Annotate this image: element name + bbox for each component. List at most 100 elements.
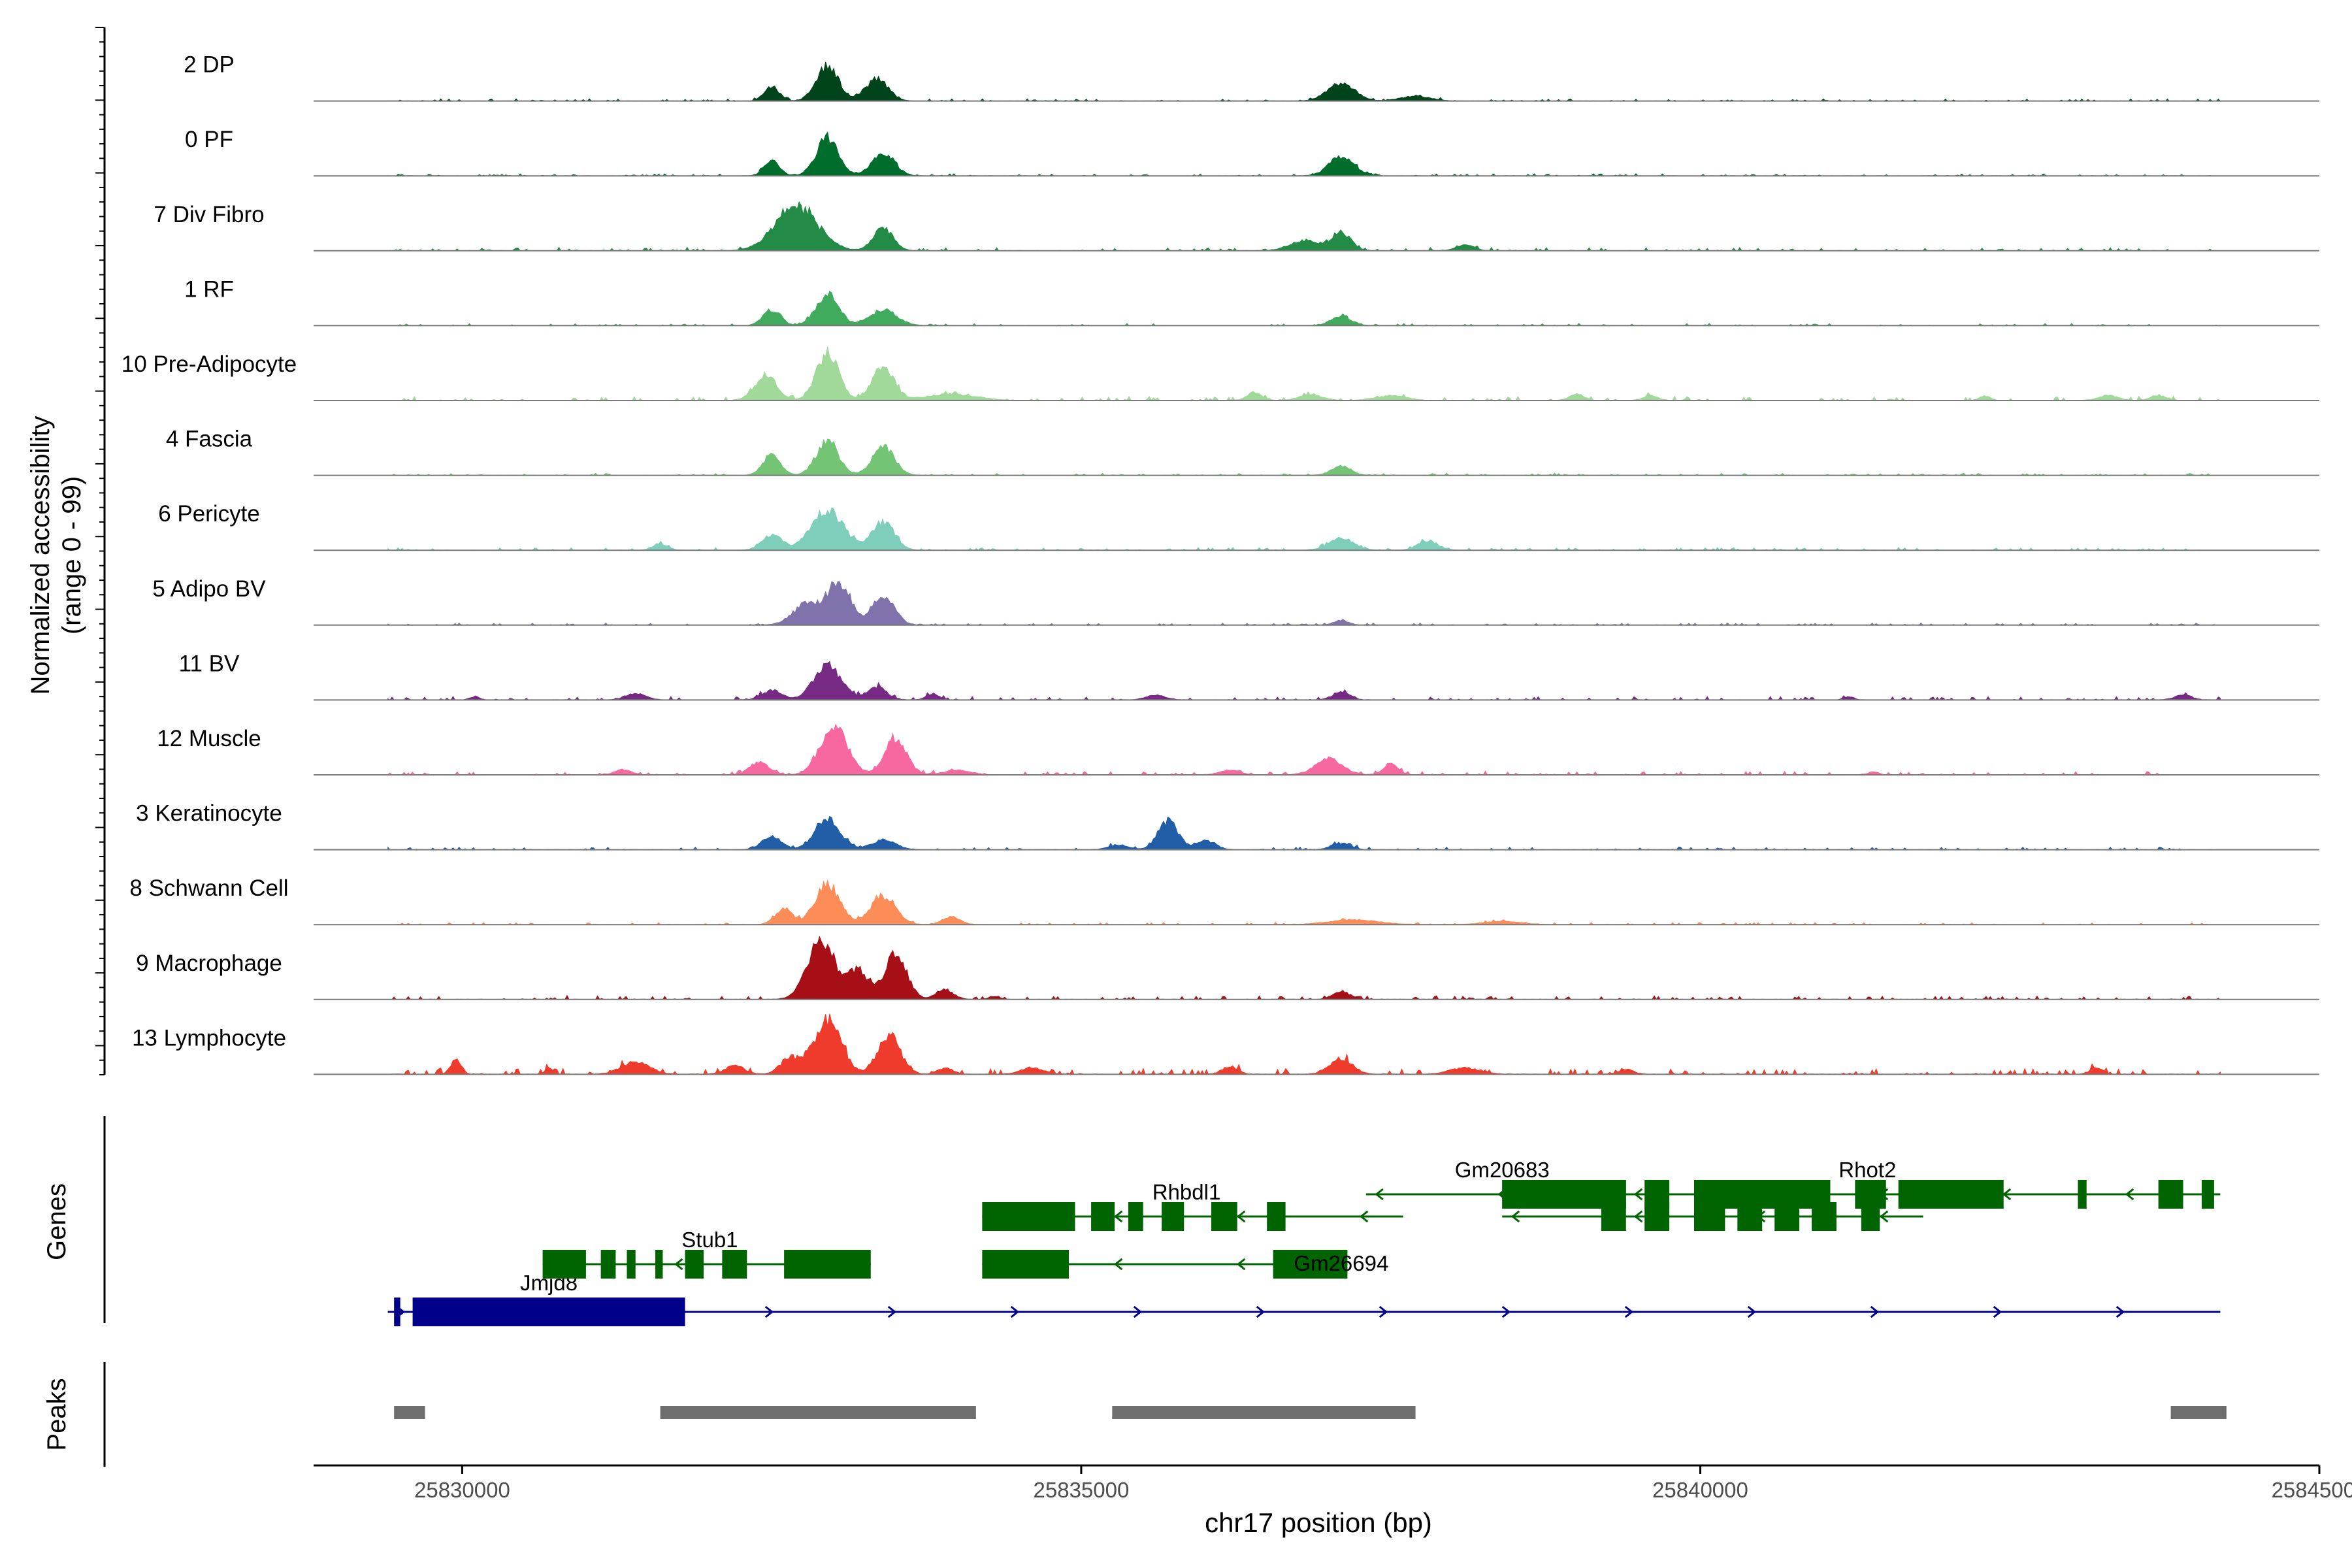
gene-isoform-6	[1502, 1202, 1923, 1231]
peak-bar	[1112, 1406, 1416, 1419]
strand-arrow	[1993, 1305, 2002, 1318]
strand-arrow	[1379, 1305, 1388, 1318]
track-label: 12 Muscle	[157, 726, 261, 751]
strand-arrow	[1624, 1305, 1634, 1318]
track-9: 12 Muscle	[157, 723, 2319, 776]
track-6: 6 Pericyte	[158, 501, 2319, 551]
gene-exon	[542, 1250, 586, 1279]
gene-exon	[1644, 1202, 1670, 1231]
gene-jmjd8: Jmjd8	[387, 1271, 2221, 1326]
track-7: 5 Adipo BV	[152, 576, 2319, 626]
track-label: 8 Schwann Cell	[129, 875, 288, 901]
peak-bar	[394, 1406, 425, 1419]
strand-arrow	[2115, 1305, 2125, 1318]
strand-arrow	[1633, 1188, 1643, 1201]
gene-exon	[685, 1250, 704, 1279]
gene-rhbdl1: Rhbdl1	[982, 1180, 1403, 1231]
genes-panel-label: Genes	[42, 1183, 71, 1260]
strand-arrow	[1870, 1305, 1880, 1318]
x-tick-label: 25840000	[1652, 1478, 1748, 1502]
track-11: 8 Schwann Cell	[129, 875, 2319, 926]
gene-exon	[722, 1250, 747, 1279]
track-12: 9 Macrophage	[136, 936, 2319, 1000]
strand-arrow	[764, 1305, 774, 1318]
strand-arrow	[1236, 1258, 1246, 1271]
track-area	[387, 661, 2221, 701]
track-area	[387, 879, 2221, 925]
strand-arrow	[1747, 1305, 1757, 1318]
gene-rhot2: Rhot2	[1502, 1158, 2221, 1209]
strand-arrow	[1879, 1210, 1889, 1223]
track-label: 6 Pericyte	[158, 501, 260, 527]
peak-bar	[2170, 1406, 2227, 1419]
gene-exon	[655, 1250, 663, 1279]
x-tick-label: 25845000	[2272, 1478, 2352, 1502]
gene-exon	[2158, 1180, 2183, 1209]
strand-arrow	[1236, 1210, 1246, 1223]
track-area	[387, 815, 2221, 851]
track-label: 13 Lymphocyte	[132, 1025, 286, 1051]
gene-exon	[627, 1250, 636, 1279]
track-label: 3 Keratinocyte	[136, 801, 282, 826]
track-label: 7 Div Fibro	[154, 202, 264, 227]
track-label: 5 Adipo BV	[152, 576, 266, 602]
gene-exon	[2201, 1180, 2214, 1209]
track-area	[387, 291, 2221, 326]
gene-exon	[1812, 1202, 1837, 1231]
track-4: 10 Pre-Adipocyte	[122, 346, 2319, 401]
x-axis: 25830000 25835000 25840000 25845000	[314, 1464, 2352, 1502]
gene-exon	[784, 1250, 871, 1279]
gene-exon	[1211, 1202, 1237, 1231]
track-area	[387, 201, 2221, 252]
track-0: 2 DP	[184, 52, 2319, 102]
strand-arrow	[674, 1258, 683, 1271]
track-8: 11 BV	[179, 651, 2319, 701]
track-area	[387, 723, 2221, 776]
track-label: 11 BV	[179, 651, 240, 676]
track-area	[387, 507, 2221, 551]
gene-label: Stub1	[681, 1228, 738, 1252]
track-label: 4 Fascia	[166, 427, 253, 452]
x-tick-label: 25830000	[414, 1478, 510, 1502]
track-label: 10 Pre-Adipocyte	[122, 351, 297, 377]
strand-arrow	[2125, 1188, 2134, 1201]
strand-arrow	[1010, 1305, 1020, 1318]
gene-exon	[1273, 1250, 1348, 1279]
track-area	[387, 438, 2221, 476]
gene-exon	[1267, 1202, 1286, 1231]
strand-arrow	[887, 1305, 897, 1318]
track-label: 2 DP	[184, 52, 235, 78]
gene-exon	[1601, 1202, 1626, 1231]
peaks-panel-label: Peaks	[42, 1378, 71, 1450]
strand-arrow	[1633, 1210, 1643, 1223]
strand-arrow	[1113, 1258, 1123, 1271]
strand-arrow	[1359, 1210, 1369, 1223]
gene-exon	[1861, 1202, 1880, 1231]
track-1: 0 PF	[185, 127, 2319, 177]
gene-exon	[1774, 1202, 1800, 1231]
gene-label: Gm20683	[1455, 1158, 1550, 1182]
gene-exon	[1898, 1180, 2004, 1209]
gene-exon	[982, 1202, 1075, 1231]
track-2: 7 Div Fibro	[154, 201, 2319, 252]
gene-exon	[1162, 1202, 1184, 1231]
strand-arrow	[2002, 1188, 2012, 1201]
track-5: 4 Fascia	[166, 427, 2319, 476]
gene-exon	[1128, 1202, 1143, 1231]
peaks-panel	[103, 1362, 2227, 1467]
gene-exon	[2078, 1180, 2087, 1209]
gene-label: Rhot2	[1838, 1158, 1896, 1182]
gene-stub1: Stub1	[542, 1228, 871, 1279]
track-3: 1 RF	[184, 276, 2319, 327]
gene-exon	[982, 1250, 1069, 1279]
gene-exon	[1693, 1202, 1725, 1231]
gene-label: Rhbdl1	[1152, 1180, 1221, 1204]
genes-panel: Jmjd8 Stub1 Rhbdl1 Gm26694 Gm20683 Rhot2	[103, 1116, 2221, 1326]
peak-bar	[660, 1406, 976, 1419]
strand-arrow	[1501, 1305, 1511, 1318]
track-10: 3 Keratinocyte	[136, 801, 2319, 851]
gene-exon	[600, 1250, 616, 1279]
strand-arrow	[1375, 1188, 1384, 1201]
gene-exon	[1091, 1202, 1115, 1231]
